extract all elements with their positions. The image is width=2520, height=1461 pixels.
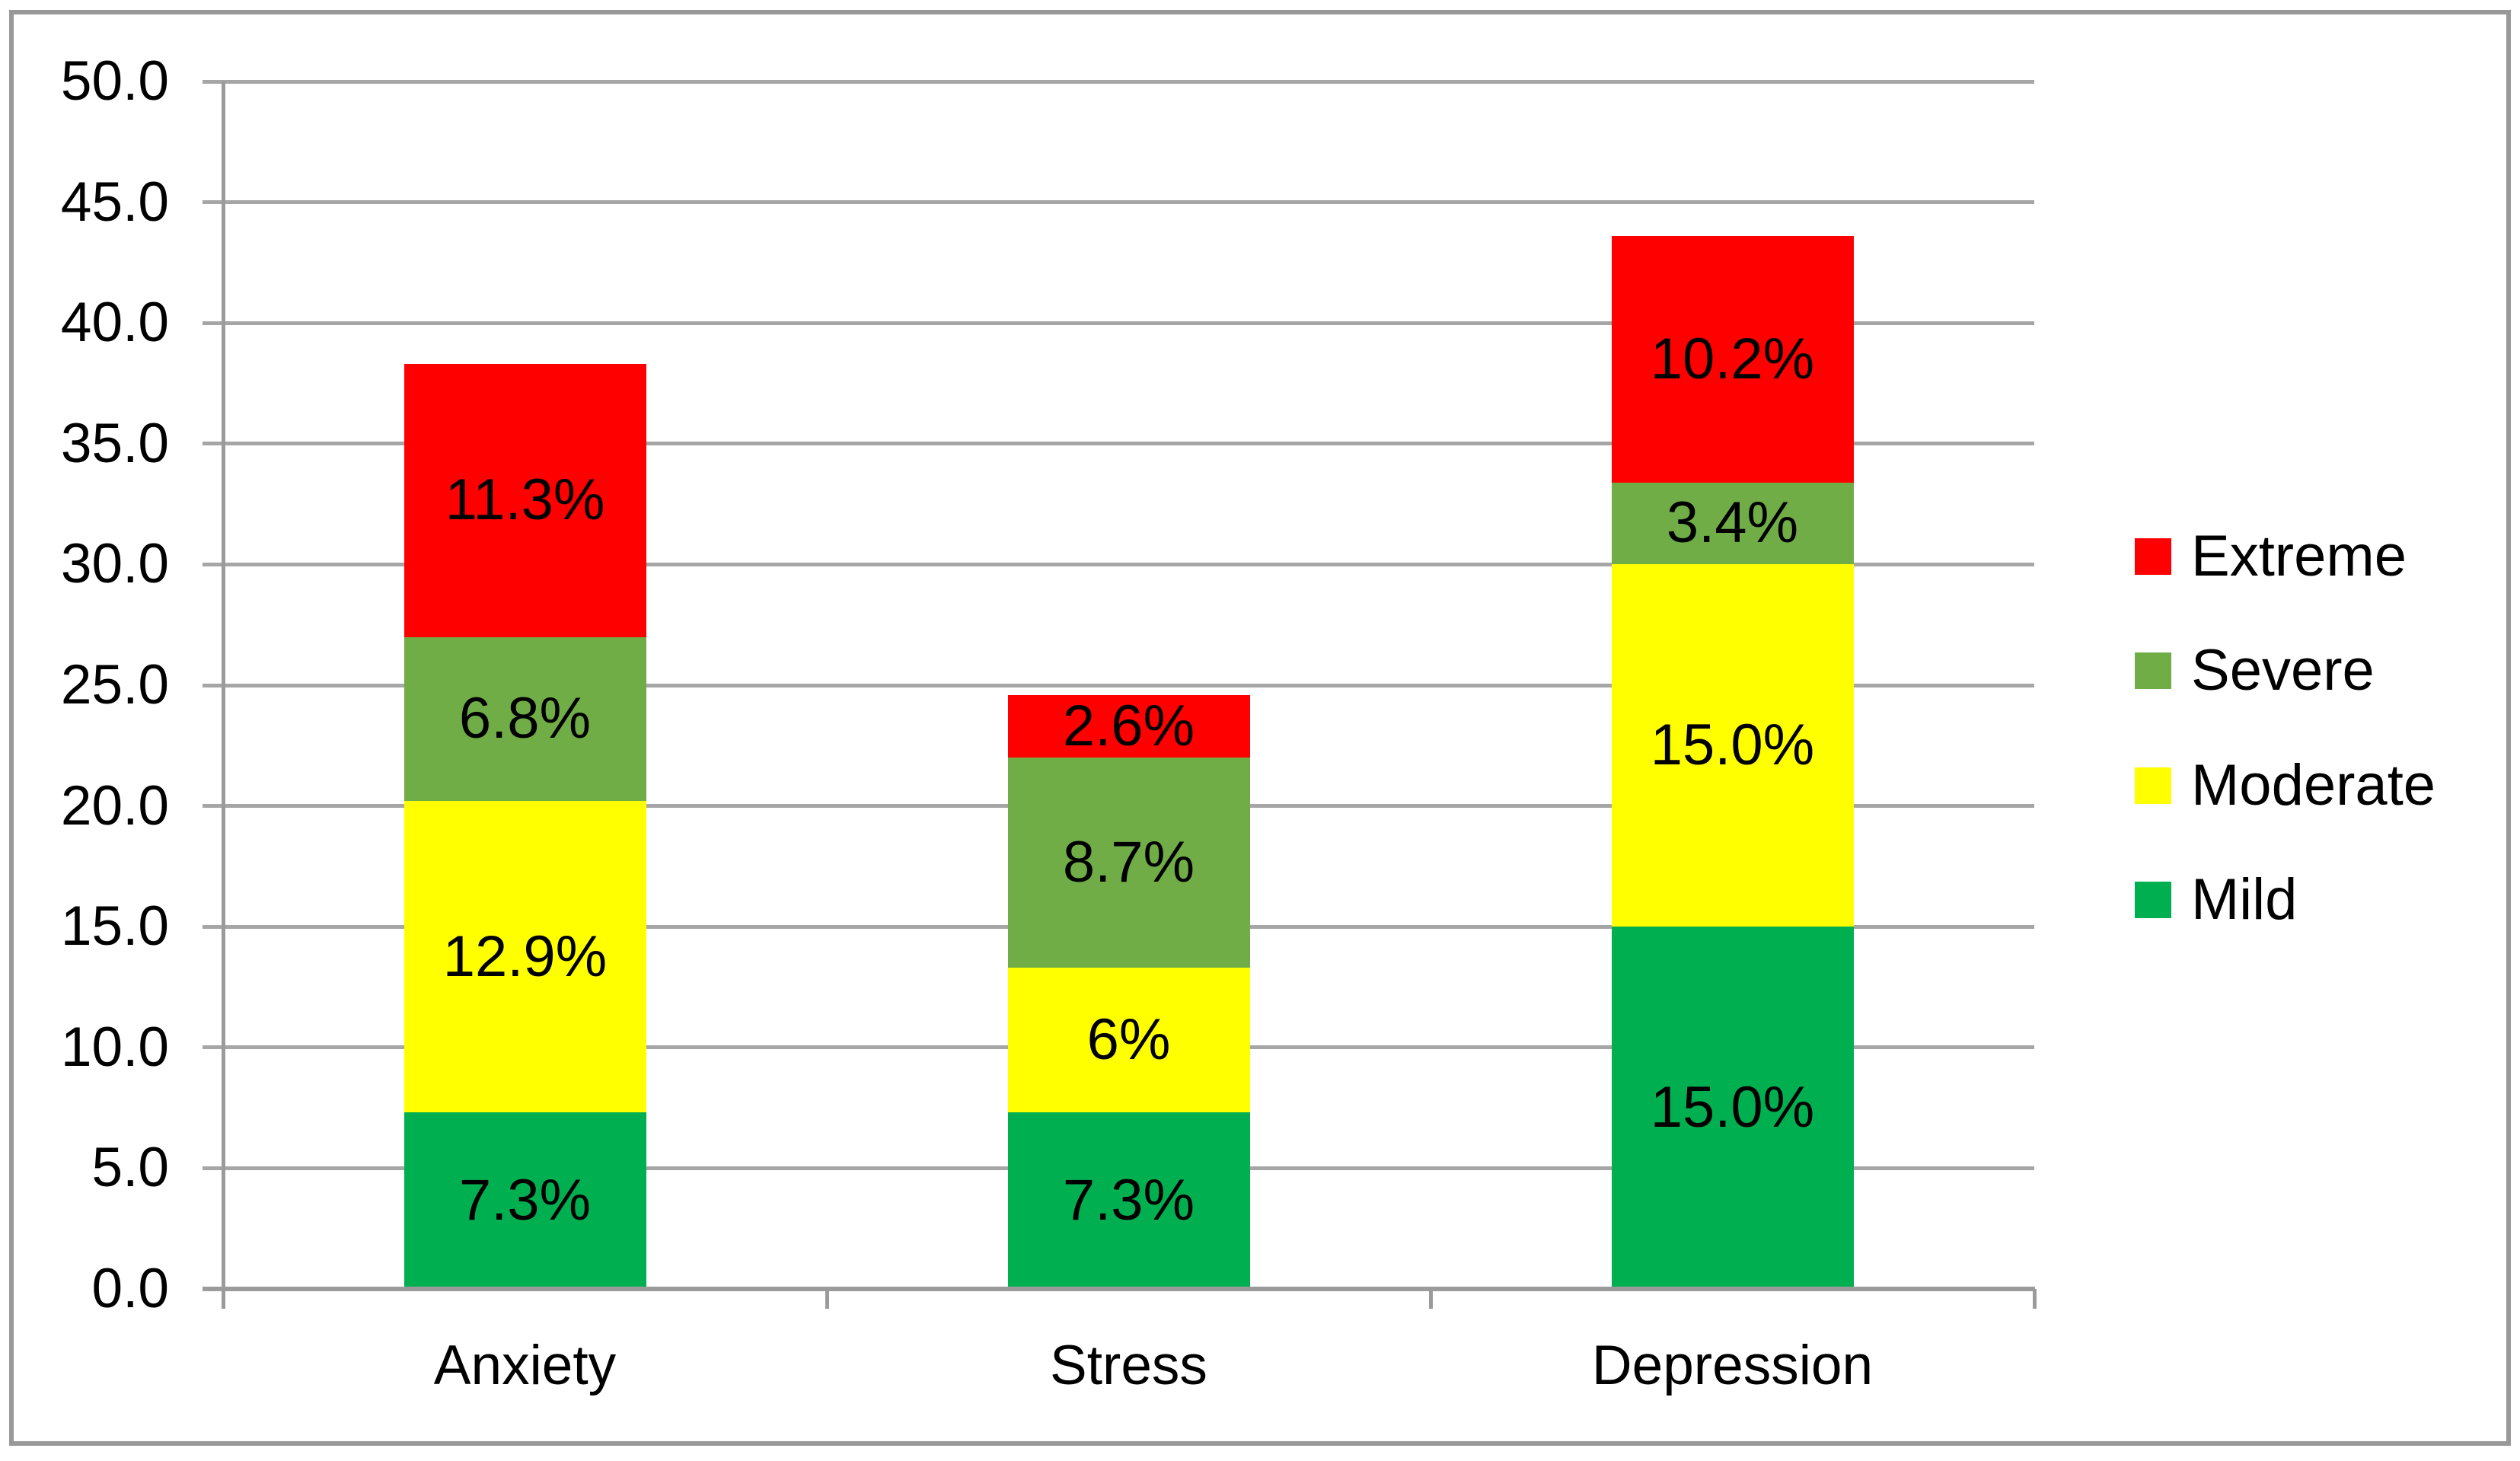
- x-axis-category-label-stress: Stress: [1050, 1335, 1207, 1396]
- y-axis-tick-label: 10.0: [60, 1016, 169, 1078]
- bar-segment-label: 11.3%: [445, 467, 605, 533]
- bar-segment-depression-moderate: 15.0%: [1611, 564, 1854, 927]
- bar-segment-stress-moderate: 6%: [1007, 968, 1250, 1113]
- x-axis-line: [203, 1287, 2035, 1291]
- bar-segment-label: 2.6%: [1062, 693, 1195, 758]
- bar-segment-label: 7.3%: [1062, 1168, 1195, 1233]
- legend-label-extreme: Extreme: [2191, 524, 2407, 589]
- bar-segment-depression-mild: 15.0%: [1611, 927, 1854, 1289]
- gridline-y-40: [203, 321, 2034, 325]
- y-axis-tick-label: 45.0: [60, 171, 169, 233]
- legend-label-mild: Mild: [2191, 866, 2298, 932]
- bar-segment-stress-extreme: 2.6%: [1007, 693, 1250, 758]
- bar-segment-anxiety-extreme: 11.3%: [404, 364, 646, 637]
- x-axis-tick: [1428, 1289, 1433, 1309]
- y-axis-line: [221, 81, 225, 1309]
- x-axis-tick: [2032, 1289, 2037, 1309]
- bar-segment-label: 15.0%: [1650, 713, 1815, 778]
- legend-item-mild: Mild: [2135, 862, 2297, 938]
- bar-segment-label: 8.7%: [1062, 830, 1195, 895]
- bar-segment-label: 7.3%: [458, 1168, 592, 1233]
- bar-segment-stress-severe: 8.7%: [1007, 758, 1250, 968]
- legend-swatch-extreme: [2135, 538, 2171, 575]
- gridline-y-30: [203, 562, 2034, 566]
- bar-segment-anxiety-severe: 6.8%: [404, 636, 646, 802]
- bar-segment-label: 12.9%: [442, 923, 608, 989]
- y-axis-tick-label: 25.0: [60, 654, 169, 716]
- chart-outer-frame: [9, 10, 2511, 1446]
- legend-swatch-moderate: [2135, 767, 2171, 804]
- bar-segment-label: 6.8%: [458, 686, 592, 751]
- bar-segment-label: 6%: [1086, 1007, 1171, 1073]
- y-axis-tick-label: 40.0: [60, 292, 169, 354]
- gridline-y-25: [203, 683, 2034, 687]
- bar-segment-anxiety-mild: 7.3%: [404, 1112, 646, 1289]
- gridline-y-50: [203, 79, 2034, 84]
- legend-item-moderate: Moderate: [2135, 748, 2435, 824]
- bar-segment-label: 3.4%: [1666, 490, 1799, 556]
- gridline-y-35: [203, 442, 2034, 446]
- y-axis-tick-label: 15.0: [60, 895, 169, 958]
- legend-item-extreme: Extreme: [2135, 518, 2407, 595]
- y-axis-tick-label: 0.0: [91, 1258, 169, 1319]
- y-axis-tick-label: 35.0: [60, 412, 169, 474]
- legend-swatch-severe: [2135, 652, 2171, 690]
- y-axis-tick-label: 20.0: [60, 774, 169, 837]
- y-axis-tick-label: 30.0: [60, 533, 169, 595]
- bar-segment-stress-mild: 7.3%: [1007, 1112, 1250, 1289]
- x-axis-category-label-depression: Depression: [1591, 1335, 1874, 1396]
- y-axis-tick-label: 5.0: [91, 1137, 169, 1199]
- legend-item-severe: Severe: [2135, 633, 2375, 709]
- gridline-y-45: [203, 200, 2034, 205]
- bar-segment-anxiety-moderate: 12.9%: [404, 801, 646, 1113]
- legend-swatch-mild: [2135, 881, 2171, 918]
- x-axis-tick: [825, 1289, 829, 1309]
- bar-segment-label: 10.2%: [1650, 326, 1815, 391]
- bar-segment-label: 15.0%: [1650, 1075, 1815, 1140]
- x-axis-category-label-anxiety: Anxiety: [433, 1335, 617, 1396]
- bar-segment-depression-severe: 3.4%: [1611, 482, 1854, 565]
- y-axis-tick-label: 50.0: [60, 50, 169, 112]
- legend-label-moderate: Moderate: [2191, 752, 2436, 818]
- bar-segment-depression-extreme: 10.2%: [1611, 236, 1854, 483]
- legend-label-severe: Severe: [2191, 638, 2375, 703]
